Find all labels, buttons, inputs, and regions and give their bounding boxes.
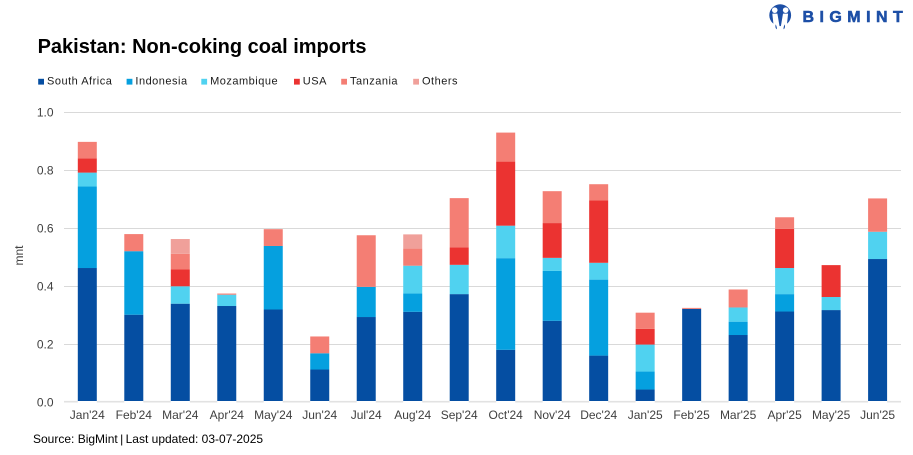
svg-text:Apr'25: Apr'25 <box>767 408 802 422</box>
svg-text:Others: Others <box>422 75 458 87</box>
svg-text:Oct'24: Oct'24 <box>489 408 524 422</box>
svg-text:Jun'24: Jun'24 <box>302 408 337 422</box>
svg-text:0.8: 0.8 <box>37 163 54 177</box>
svg-text:Nov'24: Nov'24 <box>534 408 571 422</box>
svg-text:Feb'24: Feb'24 <box>116 408 153 422</box>
svg-text:Feb'25: Feb'25 <box>673 408 710 422</box>
svg-text:USA: USA <box>303 75 327 87</box>
svg-text:South Africa: South Africa <box>47 75 113 87</box>
svg-text:Jan'24: Jan'24 <box>70 408 105 422</box>
svg-text:May'25: May'25 <box>812 408 851 422</box>
svg-text:0.2: 0.2 <box>37 337 54 351</box>
svg-text:Mozambique: Mozambique <box>210 75 278 87</box>
svg-text:Mar'25: Mar'25 <box>720 408 757 422</box>
svg-text:Dec'24: Dec'24 <box>580 408 617 422</box>
svg-text:1.0: 1.0 <box>37 105 54 119</box>
svg-text:Mar'24: Mar'24 <box>162 408 199 422</box>
svg-text:May'24: May'24 <box>254 408 293 422</box>
svg-text:0.6: 0.6 <box>37 221 54 235</box>
svg-text:Apr'24: Apr'24 <box>210 408 245 422</box>
svg-text:Sep'24: Sep'24 <box>441 408 478 422</box>
svg-text:Indonesia: Indonesia <box>135 75 188 87</box>
svg-text:mnt: mnt <box>12 245 26 266</box>
svg-text:0.0: 0.0 <box>37 395 54 409</box>
svg-text:Jan'25: Jan'25 <box>628 408 663 422</box>
svg-text:Aug'24: Aug'24 <box>394 408 431 422</box>
svg-text:Jul'24: Jul'24 <box>351 408 382 422</box>
svg-text:Tanzania: Tanzania <box>350 75 398 87</box>
svg-text:Jun'25: Jun'25 <box>860 408 895 422</box>
svg-text:0.4: 0.4 <box>37 279 54 293</box>
